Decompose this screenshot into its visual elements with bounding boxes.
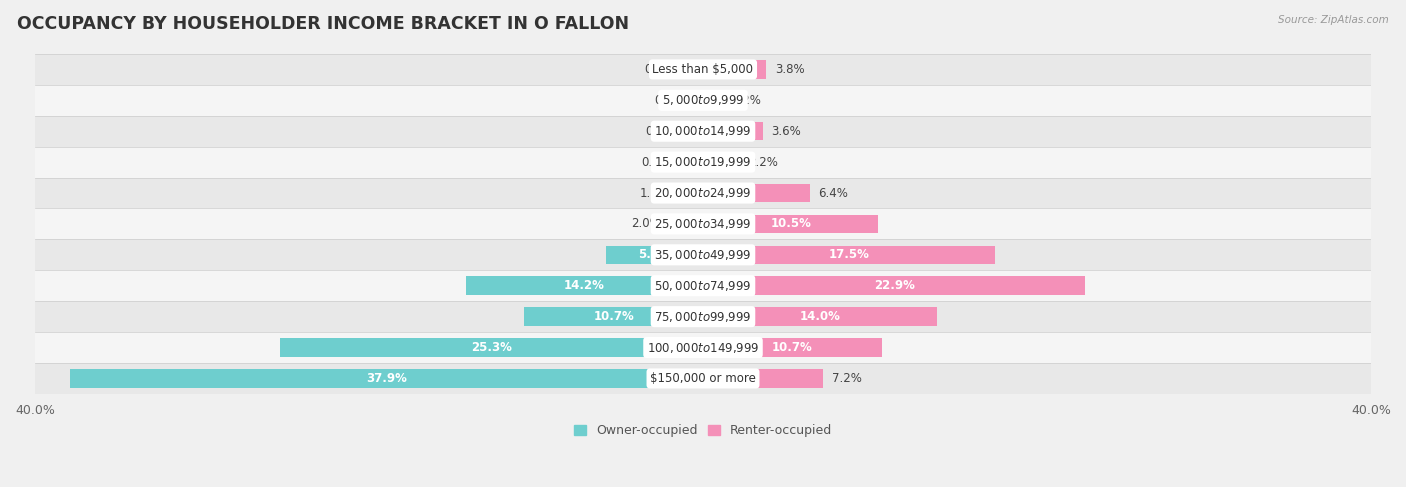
Bar: [35, 85, 1371, 116]
Bar: [703, 369, 824, 388]
Text: 10.5%: 10.5%: [770, 217, 811, 230]
Text: 7.2%: 7.2%: [831, 372, 862, 385]
Text: 14.2%: 14.2%: [564, 279, 605, 292]
Text: Less than $5,000: Less than $5,000: [652, 63, 754, 76]
Text: 0.79%: 0.79%: [644, 63, 682, 76]
Bar: [280, 338, 703, 357]
Text: $15,000 to $19,999: $15,000 to $19,999: [654, 155, 752, 169]
Bar: [703, 307, 936, 326]
Text: $20,000 to $24,999: $20,000 to $24,999: [654, 186, 752, 200]
Text: 22.9%: 22.9%: [873, 279, 915, 292]
Bar: [700, 91, 703, 110]
Bar: [703, 277, 1085, 295]
Text: 37.9%: 37.9%: [366, 372, 406, 385]
Bar: [669, 215, 703, 233]
Text: 1.2%: 1.2%: [731, 94, 761, 107]
Bar: [606, 245, 703, 264]
Bar: [70, 369, 703, 388]
Bar: [35, 332, 1371, 363]
Text: $35,000 to $49,999: $35,000 to $49,999: [654, 248, 752, 262]
Legend: Owner-occupied, Renter-occupied: Owner-occupied, Renter-occupied: [568, 419, 838, 442]
Bar: [692, 122, 703, 140]
Text: 14.0%: 14.0%: [800, 310, 841, 323]
Text: $150,000 or more: $150,000 or more: [650, 372, 756, 385]
Text: Source: ZipAtlas.com: Source: ZipAtlas.com: [1278, 15, 1389, 25]
Text: $25,000 to $34,999: $25,000 to $34,999: [654, 217, 752, 231]
Text: $50,000 to $74,999: $50,000 to $74,999: [654, 279, 752, 293]
Bar: [703, 215, 879, 233]
Bar: [35, 270, 1371, 301]
Text: 3.6%: 3.6%: [772, 125, 801, 138]
Bar: [35, 208, 1371, 240]
Bar: [35, 54, 1371, 85]
Bar: [35, 178, 1371, 208]
Text: 5.8%: 5.8%: [638, 248, 671, 262]
Text: 10.7%: 10.7%: [593, 310, 634, 323]
Text: OCCUPANCY BY HOUSEHOLDER INCOME BRACKET IN O FALLON: OCCUPANCY BY HOUSEHOLDER INCOME BRACKET …: [17, 15, 628, 33]
Text: 0.17%: 0.17%: [655, 94, 692, 107]
Text: $100,000 to $149,999: $100,000 to $149,999: [647, 340, 759, 355]
Bar: [703, 245, 995, 264]
Text: 2.0%: 2.0%: [631, 217, 661, 230]
Bar: [703, 338, 882, 357]
Bar: [465, 277, 703, 295]
Bar: [35, 147, 1371, 178]
Text: 10.7%: 10.7%: [772, 341, 813, 354]
Text: 6.4%: 6.4%: [818, 187, 848, 200]
Text: 25.3%: 25.3%: [471, 341, 512, 354]
Text: 1.5%: 1.5%: [640, 187, 669, 200]
Bar: [678, 184, 703, 202]
Bar: [703, 91, 723, 110]
Text: 3.8%: 3.8%: [775, 63, 804, 76]
Bar: [703, 122, 763, 140]
Bar: [688, 153, 703, 171]
Bar: [703, 60, 766, 79]
Bar: [524, 307, 703, 326]
Text: $5,000 to $9,999: $5,000 to $9,999: [662, 94, 744, 107]
Bar: [35, 116, 1371, 147]
Text: 2.2%: 2.2%: [748, 156, 778, 169]
Bar: [35, 363, 1371, 394]
Bar: [35, 301, 1371, 332]
Text: $75,000 to $99,999: $75,000 to $99,999: [654, 310, 752, 324]
Text: 17.5%: 17.5%: [828, 248, 869, 262]
Bar: [35, 240, 1371, 270]
Text: 0.71%: 0.71%: [645, 125, 683, 138]
Bar: [703, 184, 810, 202]
Text: $10,000 to $14,999: $10,000 to $14,999: [654, 124, 752, 138]
Bar: [690, 60, 703, 79]
Text: 0.95%: 0.95%: [641, 156, 679, 169]
Bar: [703, 153, 740, 171]
